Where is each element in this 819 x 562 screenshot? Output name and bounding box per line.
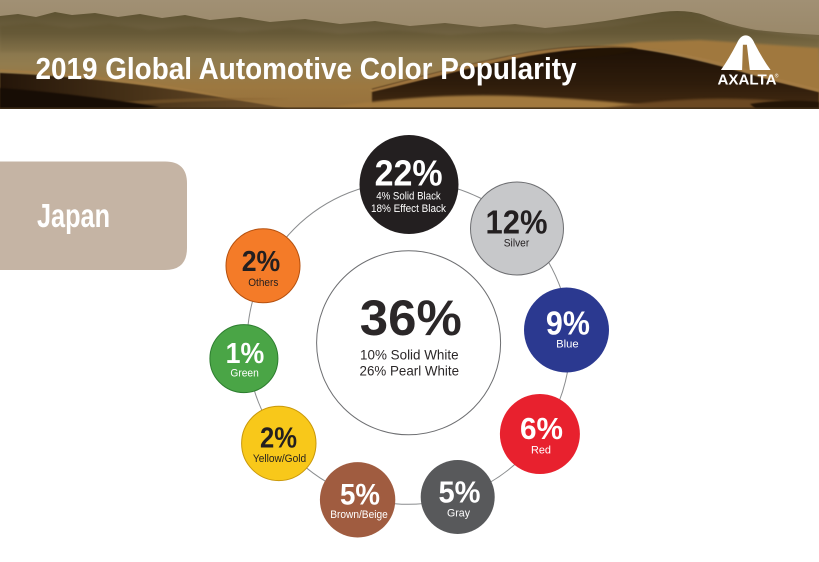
svg-text:4% Solid Black: 4% Solid Black <box>376 190 441 202</box>
svg-text:6%: 6% <box>520 412 563 446</box>
svg-text:AXALTA: AXALTA <box>718 72 777 88</box>
svg-text:Green: Green <box>230 368 258 380</box>
svg-text:Red: Red <box>531 444 551 456</box>
svg-text:26% Pearl White: 26% Pearl White <box>360 363 460 379</box>
svg-text:Blue: Blue <box>556 339 579 351</box>
svg-text:22%: 22% <box>375 152 443 193</box>
svg-text:18% Effect Black: 18% Effect Black <box>371 203 446 215</box>
svg-text:9%: 9% <box>546 304 590 341</box>
svg-text:Others: Others <box>248 277 278 289</box>
svg-text:Japan: Japan <box>37 197 110 234</box>
svg-text:36%: 36% <box>360 290 462 346</box>
svg-text:1%: 1% <box>226 338 265 370</box>
svg-text:Silver: Silver <box>504 237 530 249</box>
svg-text:5%: 5% <box>340 478 380 511</box>
svg-text:5%: 5% <box>439 475 481 509</box>
svg-text:2%: 2% <box>242 246 281 278</box>
svg-text:10% Solid White: 10% Solid White <box>360 347 459 363</box>
svg-text:12%: 12% <box>486 204 548 241</box>
svg-text:Gray: Gray <box>447 507 470 519</box>
svg-text:Yellow/Gold: Yellow/Gold <box>253 453 306 465</box>
svg-text:2019 Global Automotive Color P: 2019 Global Automotive Color Popularity <box>36 52 577 86</box>
svg-text:2%: 2% <box>260 423 297 455</box>
svg-text:Brown/Beige: Brown/Beige <box>330 509 388 521</box>
svg-text:®: ® <box>775 73 779 80</box>
